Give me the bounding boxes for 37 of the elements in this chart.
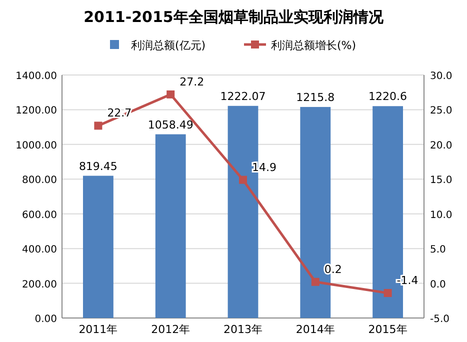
y-tick-label: 1000.00 [16,140,57,152]
y-tick-label: 400.00 [22,244,57,256]
legend-label: 利润总额增长(%) [271,39,356,52]
data-label: 27.2 [180,75,204,88]
data-label: 1220.6 [368,90,408,104]
data-label: 1058.49 [148,118,194,132]
y2-tick-label: 0.0 [430,279,446,290]
point [384,289,392,298]
point [94,122,102,130]
x-tick-label: 2015年 [368,323,408,336]
y-tick-label: 1400.00 [16,71,57,82]
data-label: 1215.8 [296,90,335,104]
y2-tick-label: 5.0 [430,244,446,256]
point [311,278,320,286]
y-tick-label: 1200.00 [16,106,57,117]
data-label: 819.45 [78,160,118,173]
bar [155,134,186,318]
data-label: 1222.07 [220,90,266,103]
chart-title: 2011-2015年全国烟草制品业实现利润情况 [84,8,384,26]
legend-label: 利润总额(亿元) [131,39,206,52]
point [166,90,175,98]
point [239,176,247,184]
x-tick-label: 2012年 [151,323,190,336]
y2-tick-label: 10.0 [430,210,452,221]
y2-tick-label: 25.0 [430,106,452,117]
y-tick-label: 800.00 [22,175,57,186]
x-tick-label: 2011年 [78,323,118,336]
y-tick-label: 0.00 [34,314,57,325]
y2-tick-label: 15.0 [430,175,452,186]
y-tick-label: 200.00 [22,279,57,290]
y-tick-label: 600.00 [22,210,57,221]
x-tick-label: 2014年 [296,323,335,336]
bar [82,176,114,318]
x-tick-label: 2013年 [224,323,262,336]
y2-tick-label: 30.0 [430,71,452,82]
y2-tick-label: -5.0 [430,314,450,325]
y2-tick-label: 20.0 [430,140,452,152]
